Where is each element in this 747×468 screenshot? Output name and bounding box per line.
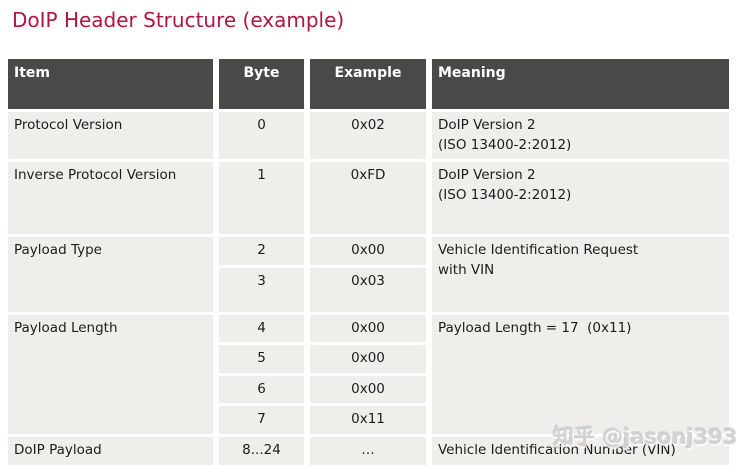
table-subrow: 3 0x03 [8, 267, 729, 312]
cell-example: … [310, 436, 426, 465]
cell-item: Payload Type [8, 237, 213, 312]
cell-byte: 0 [219, 112, 304, 160]
cell-meaning: Vehicle Identification Number (VIN) [432, 436, 729, 465]
cell-item: Payload Length [8, 314, 213, 434]
cell-example: 0xFD [310, 162, 426, 235]
table-header-row: Item Byte Example Meaning [8, 59, 729, 109]
cell-example: 0x03 [310, 267, 426, 312]
cell-example: 0x00 [310, 314, 426, 343]
table-row: Payload Length 4 0x00 Payload Length = 1… [8, 314, 729, 434]
table-row: Payload Type 2 0x00 Vehicle Identificati… [8, 237, 729, 312]
cell-byte: 6 [219, 375, 304, 404]
column-header-example: Example [310, 59, 426, 109]
cell-byte: 3 [219, 267, 304, 312]
column-header-meaning: Meaning [432, 59, 729, 109]
cell-item: DoIP Payload [8, 436, 213, 465]
page-title: DoIP Header Structure (example) [12, 8, 345, 32]
cell-byte: 8...24 [219, 436, 304, 465]
cell-example: 0x00 [310, 237, 426, 265]
cell-item: Protocol Version [8, 112, 213, 160]
cell-byte: 7 [219, 406, 304, 434]
cell-example: 0x00 [310, 375, 426, 404]
table-row: Inverse Protocol Version 1 0xFD DoIP Ver… [8, 162, 729, 235]
cell-byte: 4 [219, 314, 304, 343]
table-subrow: 6 0x00 [8, 375, 729, 404]
cell-meaning: DoIP Version 2 (ISO 13400-2:2012) [432, 112, 729, 160]
cell-item: Inverse Protocol Version [8, 162, 213, 235]
cell-example: 0x00 [310, 345, 426, 373]
table-subrow: 5 0x00 [8, 345, 729, 373]
cell-example: 0x11 [310, 406, 426, 434]
cell-meaning: Vehicle Identification Request with VIN [432, 237, 729, 312]
column-header-item: Item [8, 59, 213, 109]
table-subrow: 7 0x11 [8, 406, 729, 434]
doip-header-table: Item Byte Example Meaning Protocol Versi… [2, 56, 735, 468]
column-header-byte: Byte [219, 59, 304, 109]
cell-byte: 5 [219, 345, 304, 373]
table-row: Protocol Version 0 0x02 DoIP Version 2 (… [8, 112, 729, 160]
cell-example: 0x02 [310, 112, 426, 160]
cell-byte: 1 [219, 162, 304, 235]
cell-byte: 2 [219, 237, 304, 265]
table-row: DoIP Payload 8...24 … Vehicle Identifica… [8, 436, 729, 465]
cell-meaning: DoIP Version 2 (ISO 13400-2:2012) [432, 162, 729, 235]
cell-meaning: Payload Length = 17 (0x11) [432, 314, 729, 434]
